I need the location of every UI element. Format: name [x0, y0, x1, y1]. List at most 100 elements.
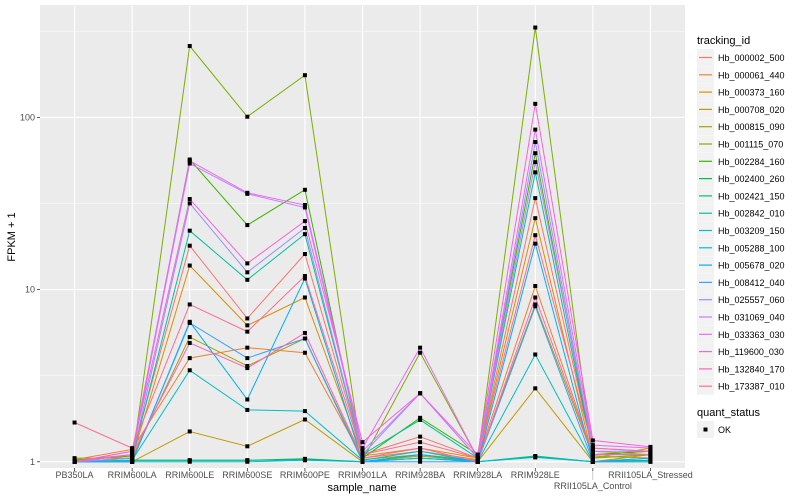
- data-point: [533, 127, 538, 132]
- data-point: [187, 158, 192, 163]
- data-point: [360, 446, 365, 451]
- data-points: [72, 25, 653, 464]
- x-tick-label: RRIM600PE: [280, 470, 330, 480]
- data-point: [533, 101, 538, 106]
- legend-label: Hb_000373_160: [718, 88, 785, 98]
- data-point: [533, 241, 538, 246]
- legend-title-tracking-id: tracking_id: [697, 35, 750, 47]
- data-point: [130, 446, 135, 451]
- data-point: [302, 295, 307, 300]
- legend-label: Hb_025557_060: [718, 295, 785, 305]
- legend-label: Hb_132840_170: [718, 364, 785, 374]
- data-point: [302, 252, 307, 257]
- data-point: [418, 391, 423, 396]
- data-point: [302, 219, 307, 224]
- data-point: [590, 449, 595, 454]
- data-point: [245, 261, 250, 266]
- data-point: [245, 366, 250, 371]
- data-point: [648, 444, 653, 449]
- data-point: [360, 440, 365, 445]
- x-tick-label: RRIM901LA: [338, 470, 387, 480]
- legend-label: Hb_002842_010: [718, 209, 785, 219]
- data-point: [533, 25, 538, 30]
- legend-label: Hb_119600_030: [718, 347, 784, 357]
- data-point: [72, 459, 77, 464]
- data-point: [475, 452, 480, 457]
- x-tick-label: PB350LA: [56, 470, 94, 480]
- data-point: [245, 190, 250, 195]
- legend-label: Hb_003209_150: [718, 226, 785, 236]
- data-point: [72, 456, 77, 461]
- data-point: [187, 340, 192, 345]
- legend-label: Hb_005288_100: [718, 243, 785, 253]
- data-point: [245, 329, 250, 334]
- legend-label: Hb_033363_030: [718, 330, 785, 340]
- data-point: [245, 316, 250, 321]
- data-point: [533, 295, 538, 300]
- data-point: [648, 452, 653, 457]
- legend-title-quant-status: quant_status: [697, 407, 760, 419]
- data-point: [418, 456, 423, 461]
- data-point: [418, 449, 423, 454]
- data-point: [533, 283, 538, 288]
- y-tick-label: 10: [25, 285, 35, 295]
- legend-label: Hb_000061_440: [718, 70, 785, 80]
- legend-label: Hb_001115_070: [718, 140, 783, 150]
- data-point: [245, 345, 250, 350]
- data-point: [245, 363, 250, 368]
- data-point: [533, 151, 538, 156]
- data-point: [418, 440, 423, 445]
- data-point: [187, 429, 192, 434]
- x-tick-label: RRIM600LE: [165, 470, 214, 480]
- data-point: [245, 407, 250, 412]
- data-point: [302, 73, 307, 78]
- data-point: [245, 270, 250, 275]
- data-point: [418, 452, 423, 457]
- data-point: [590, 443, 595, 448]
- data-point: [245, 397, 250, 402]
- data-point: [360, 459, 365, 464]
- x-tick-label: RRIM928LE: [511, 470, 560, 480]
- data-point: [187, 320, 192, 325]
- data-point: [302, 273, 307, 278]
- x-axis: PB350LA RRIM600LA RRIM600LE RRIM600SE RRIM60…: [56, 468, 693, 491]
- data-point: [245, 277, 250, 282]
- data-point: [302, 187, 307, 192]
- data-point: [245, 356, 250, 361]
- data-point: [302, 336, 307, 341]
- data-point: [533, 216, 538, 221]
- data-point: [302, 458, 307, 463]
- x-tick-label: RRII105LA_Stressed: [608, 470, 693, 480]
- data-point: [302, 203, 307, 208]
- legend-label: Hb_002284_160: [718, 157, 785, 167]
- x-tick-label: RRII105LA_Control: [554, 481, 632, 491]
- legend-label: Hb_000002_500: [718, 53, 785, 63]
- data-point: [302, 205, 307, 210]
- data-point: [533, 455, 538, 460]
- y-tick-label: 1: [30, 457, 35, 467]
- data-point: [533, 233, 538, 238]
- data-point: [245, 223, 250, 228]
- data-point: [302, 409, 307, 414]
- x-tick-label: RRIM600LA: [108, 470, 157, 480]
- data-point: [360, 449, 365, 454]
- x-tick-label: RRIM600SE: [222, 470, 272, 480]
- data-point: [187, 356, 192, 361]
- data-point: [648, 456, 653, 461]
- data-point: [533, 386, 538, 391]
- data-point: [418, 415, 423, 420]
- data-point: [245, 114, 250, 119]
- y-axis-title: FPKM + 1: [6, 212, 18, 261]
- data-point: [187, 335, 192, 340]
- data-point: [418, 459, 423, 464]
- data-point: [130, 456, 135, 461]
- data-point: [187, 201, 192, 206]
- data-point: [418, 446, 423, 451]
- data-point: [187, 302, 192, 307]
- data-point: [302, 276, 307, 281]
- data-point: [302, 232, 307, 237]
- x-axis-title: sample_name: [327, 482, 396, 494]
- data-point: [302, 417, 307, 422]
- legend-label: Hb_000815_090: [718, 122, 785, 132]
- data-point: [130, 459, 135, 464]
